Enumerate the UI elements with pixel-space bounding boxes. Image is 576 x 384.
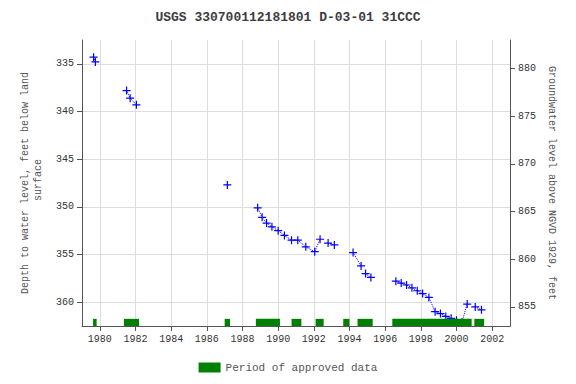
svg-text:1984: 1984 <box>159 334 183 345</box>
svg-text:1994: 1994 <box>337 334 361 345</box>
svg-text:Groundwater level above NGVD 1: Groundwater level above NGVD 1929, feet <box>546 66 557 300</box>
svg-text:360: 360 <box>56 297 74 308</box>
svg-text:1990: 1990 <box>266 334 290 345</box>
svg-text:1986: 1986 <box>195 334 219 345</box>
svg-text:335: 335 <box>56 58 74 69</box>
svg-text:855: 855 <box>518 301 536 312</box>
svg-text:875: 875 <box>518 111 536 122</box>
svg-text:1996: 1996 <box>373 334 397 345</box>
svg-text:355: 355 <box>56 249 74 260</box>
svg-text:870: 870 <box>518 158 536 169</box>
svg-text:1980: 1980 <box>88 334 112 345</box>
svg-text:1998: 1998 <box>409 334 433 345</box>
svg-text:surface: surface <box>33 159 44 207</box>
svg-text:1992: 1992 <box>302 334 326 345</box>
svg-text:2002: 2002 <box>480 334 504 345</box>
svg-text:1988: 1988 <box>230 334 254 345</box>
svg-text:Depth to water level, feet bel: Depth to water level, feet below land <box>20 72 31 294</box>
svg-text:345: 345 <box>56 154 74 165</box>
svg-text:USGS 330700112181801 D-03-01 3: USGS 330700112181801 D-03-01 31CCC <box>155 10 420 25</box>
svg-text:860: 860 <box>518 254 536 265</box>
svg-text:865: 865 <box>518 206 536 217</box>
svg-text:340: 340 <box>56 106 74 117</box>
svg-text:2000: 2000 <box>444 334 468 345</box>
svg-text:880: 880 <box>518 63 536 74</box>
svg-text:1982: 1982 <box>123 334 147 345</box>
svg-text:350: 350 <box>56 201 74 212</box>
svg-text:Period of approved data: Period of approved data <box>226 362 378 374</box>
